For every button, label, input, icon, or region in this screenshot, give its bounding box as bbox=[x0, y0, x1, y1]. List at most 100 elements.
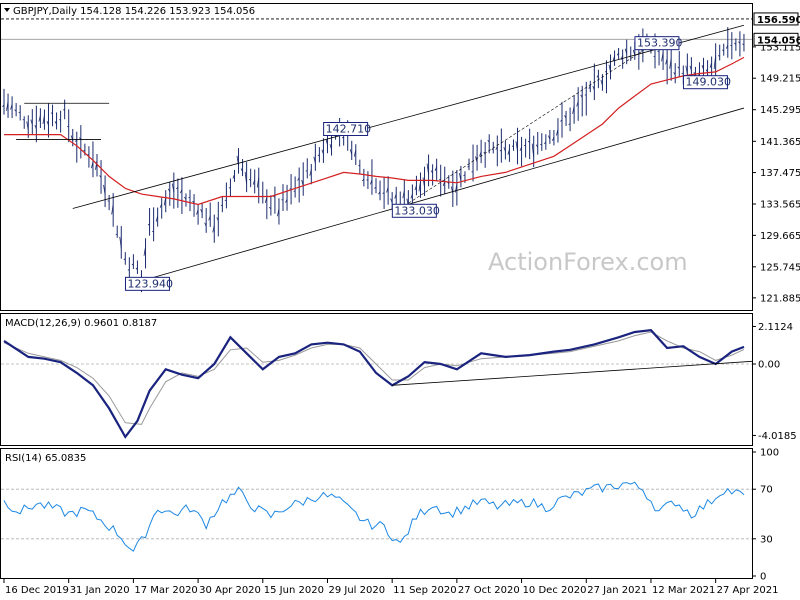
x-tick-label: 16 Dec 2019 bbox=[5, 585, 69, 596]
sma-line bbox=[4, 56, 745, 206]
price-bar-tick bbox=[171, 183, 175, 193]
price-bar-tick bbox=[580, 94, 583, 98]
price-bar-tick bbox=[147, 223, 150, 226]
rsi-y-tick-label: 70 bbox=[760, 485, 773, 496]
price-bar-tick bbox=[572, 105, 575, 115]
price-bar-tick bbox=[184, 196, 187, 200]
macd-line bbox=[3, 329, 745, 439]
macd-y-tick-label: 2.1124 bbox=[758, 322, 793, 333]
price-bar-tick bbox=[730, 44, 733, 47]
x-tick-label: 29 Jul 2020 bbox=[328, 585, 385, 596]
price-bar-tick bbox=[495, 146, 498, 150]
price-bar-tick bbox=[30, 119, 33, 125]
price-bar-tick bbox=[701, 65, 704, 70]
price-bar-tick bbox=[560, 119, 563, 122]
price-panel-title: GBPJPY,Daily 154.128 154.226 153.923 154… bbox=[13, 6, 255, 17]
annotation-box bbox=[124, 276, 170, 291]
price-bar-tick bbox=[50, 112, 53, 115]
price-bar-tick bbox=[382, 192, 385, 194]
price-bar-tick bbox=[600, 79, 603, 86]
price-bar-tick bbox=[240, 168, 243, 172]
annotation-label: 133.030 bbox=[394, 204, 440, 217]
price-bar-tick bbox=[216, 217, 219, 222]
price-bar-tick bbox=[220, 204, 223, 206]
price-bar-tick bbox=[208, 215, 211, 221]
price-bar-tick bbox=[42, 115, 45, 124]
price-bar-tick bbox=[641, 49, 644, 52]
x-tick-label: 27 Jan 2021 bbox=[587, 585, 647, 596]
price-bar-tick bbox=[564, 115, 567, 119]
x-tick-label: 12 Mar 2021 bbox=[652, 585, 715, 596]
price-bar-tick bbox=[487, 139, 490, 143]
price-bar-tick bbox=[99, 175, 102, 178]
price-bar-tick bbox=[503, 147, 506, 152]
price-menu-triangle-icon[interactable] bbox=[4, 8, 10, 12]
price-bar-tick bbox=[705, 69, 708, 73]
price-bar-tick bbox=[689, 65, 692, 71]
price-panel-frame bbox=[0, 3, 753, 311]
price-bar-tick bbox=[418, 181, 421, 192]
price-bar-tick bbox=[722, 49, 724, 52]
price-bar-tick bbox=[167, 188, 171, 192]
price-bar-tick bbox=[135, 267, 138, 271]
price-bar-tick bbox=[329, 144, 332, 150]
x-tick-label: 31 Jan 2020 bbox=[70, 585, 130, 596]
channel-line bbox=[72, 24, 745, 209]
x-tick-label: 17 Mar 2020 bbox=[134, 585, 197, 596]
price-bar-tick bbox=[228, 186, 231, 189]
price-bar-tick bbox=[491, 148, 494, 151]
price-bar-tick bbox=[738, 41, 741, 44]
price-bar-tick bbox=[632, 49, 636, 56]
price-bar-tick bbox=[6, 101, 9, 111]
price-bar-tick bbox=[552, 136, 555, 141]
macd-y-tick-label: 0.00 bbox=[758, 360, 780, 371]
price-bar-tick bbox=[616, 52, 619, 56]
price-bar-tick bbox=[264, 197, 268, 203]
rsi-y-tick-label: 100 bbox=[760, 448, 779, 459]
price-bar-tick bbox=[459, 172, 462, 182]
price-bar-tick bbox=[317, 154, 320, 157]
price-bar-tick bbox=[725, 45, 729, 49]
price-bar-tick bbox=[256, 177, 260, 188]
reference-level-label: 156.590 bbox=[757, 15, 800, 26]
price-bar-tick bbox=[592, 85, 595, 91]
annotation-box bbox=[323, 121, 369, 136]
price-bar-tick bbox=[301, 179, 304, 187]
annotation-box bbox=[634, 36, 680, 51]
x-tick-label: 15 Jun 2020 bbox=[264, 585, 324, 596]
watermark: ActionForex.com bbox=[488, 248, 688, 276]
price-bar-tick bbox=[248, 179, 251, 181]
price-bar-tick bbox=[349, 149, 353, 155]
price-bar-tick bbox=[10, 104, 13, 110]
price-bar-tick bbox=[18, 111, 21, 114]
price-bar-tick bbox=[378, 191, 381, 195]
price-bar-tick bbox=[612, 55, 615, 62]
price-bar-tick bbox=[523, 144, 526, 147]
price-bar-tick bbox=[192, 200, 195, 204]
price-bar-tick bbox=[434, 166, 438, 172]
price-bar-tick bbox=[390, 198, 393, 204]
annotation-label: 149.030 bbox=[685, 76, 731, 89]
price-bar-tick bbox=[362, 178, 365, 182]
macd-y-tick-label: -4.0185 bbox=[758, 431, 797, 442]
reference-level-box bbox=[753, 12, 799, 26]
price-bar-tick bbox=[499, 149, 502, 152]
price-bar-tick bbox=[673, 72, 676, 76]
price-bar-tick bbox=[661, 52, 664, 62]
price-bar-tick bbox=[325, 139, 328, 145]
price-y-tick-label: 153.115 bbox=[760, 42, 800, 53]
price-bar-tick bbox=[180, 189, 183, 194]
price-y-tick-label: 125.745 bbox=[760, 262, 800, 273]
price-bar-tick bbox=[742, 43, 745, 46]
rsi-panel-frame bbox=[0, 448, 753, 579]
price-y-tick-label: 121.885 bbox=[760, 293, 800, 304]
x-tick-label: 30 Apr 2020 bbox=[199, 585, 261, 596]
price-bar-tick bbox=[685, 65, 688, 75]
price-y-tick-label: 149.215 bbox=[760, 74, 800, 85]
price-bar-tick bbox=[155, 216, 159, 222]
macd-signal-line bbox=[3, 331, 745, 425]
price-bar-tick bbox=[2, 104, 5, 107]
price-bar-tick bbox=[200, 209, 203, 214]
price-bar-tick bbox=[669, 58, 672, 69]
